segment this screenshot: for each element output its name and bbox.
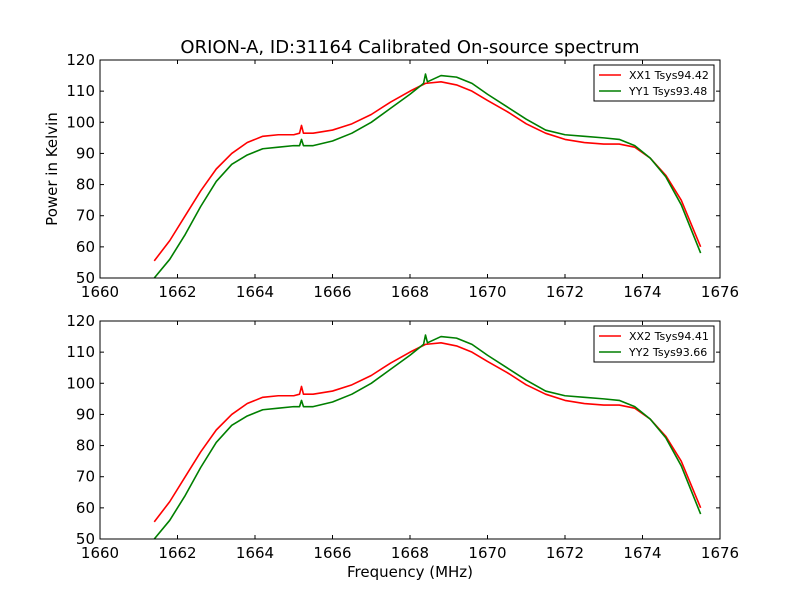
y-tick-label: 60	[76, 238, 95, 256]
x-tick-label: 1672	[546, 544, 584, 562]
y-tick-label: 100	[66, 113, 95, 131]
x-tick-label: 1674	[623, 544, 661, 562]
y-tick-label: 110	[66, 343, 95, 361]
legend: XX2 Tsys94.41 YY2 Tsys93.66	[593, 325, 715, 363]
y-tick-label: 110	[66, 82, 95, 100]
x-tick-label: 1676	[701, 544, 739, 562]
x-tick-label: 1670	[468, 544, 506, 562]
panel-top: 1660 1662 1664 1666 1668 1670 1672 1674 1676 50 60…	[43, 51, 739, 301]
y-tick-label: 70	[76, 468, 95, 486]
x-axis-label: Frequency (MHz)	[347, 563, 473, 581]
y-axis-label: Power in Kelvin	[43, 112, 61, 226]
x-tick-label: 1668	[391, 283, 429, 301]
legend-entry: YY1 Tsys93.48	[628, 85, 707, 98]
legend: XX1 Tsys94.42 YY1 Tsys93.48	[593, 64, 715, 102]
x-tick-label: 1676	[701, 283, 739, 301]
series-line-xx	[153, 341, 702, 523]
x-tick-label: 1672	[546, 283, 584, 301]
y-tick-label: 90	[76, 405, 95, 423]
x-tick-label: 1662	[158, 544, 196, 562]
y-tick-label: 120	[66, 51, 95, 69]
y-tick-label: 70	[76, 207, 95, 225]
panel-bottom: 1660 1662 1664 1666 1668 1670 1672 1674 1676 50 60…	[66, 312, 739, 581]
legend-box	[593, 64, 715, 102]
x-tick-label: 1674	[623, 283, 661, 301]
legend-box	[593, 325, 715, 363]
chart-title: ORION-A, ID:31164 Calibrated On-source s…	[180, 37, 639, 58]
y-tick-label: 80	[76, 176, 95, 194]
series-line-yy	[153, 334, 702, 539]
y-tick-label: 80	[76, 437, 95, 455]
x-tick-label: 1664	[236, 283, 274, 301]
legend-entry: YY2 Tsys93.66	[628, 346, 707, 359]
x-tick-label: 1664	[236, 544, 274, 562]
x-tick-label: 1666	[313, 544, 351, 562]
y-tick-label: 60	[76, 499, 95, 517]
legend-entry: XX1 Tsys94.42	[629, 69, 709, 82]
x-tick-label: 1660	[81, 544, 119, 562]
x-tick-label: 1670	[468, 283, 506, 301]
x-tick-label: 1668	[391, 544, 429, 562]
y-tick-label: 50	[76, 530, 95, 548]
legend-entry: XX2 Tsys94.41	[629, 330, 709, 343]
y-tick-label: 100	[66, 374, 95, 392]
y-tick-label: 50	[76, 269, 95, 287]
x-tick-label: 1662	[158, 283, 196, 301]
series-line-xx	[153, 81, 702, 262]
x-tick-label: 1660	[81, 283, 119, 301]
y-tick-label: 90	[76, 144, 95, 162]
x-tick-label: 1666	[313, 283, 351, 301]
y-tick-label: 120	[66, 312, 95, 330]
series-line-yy	[153, 73, 702, 278]
